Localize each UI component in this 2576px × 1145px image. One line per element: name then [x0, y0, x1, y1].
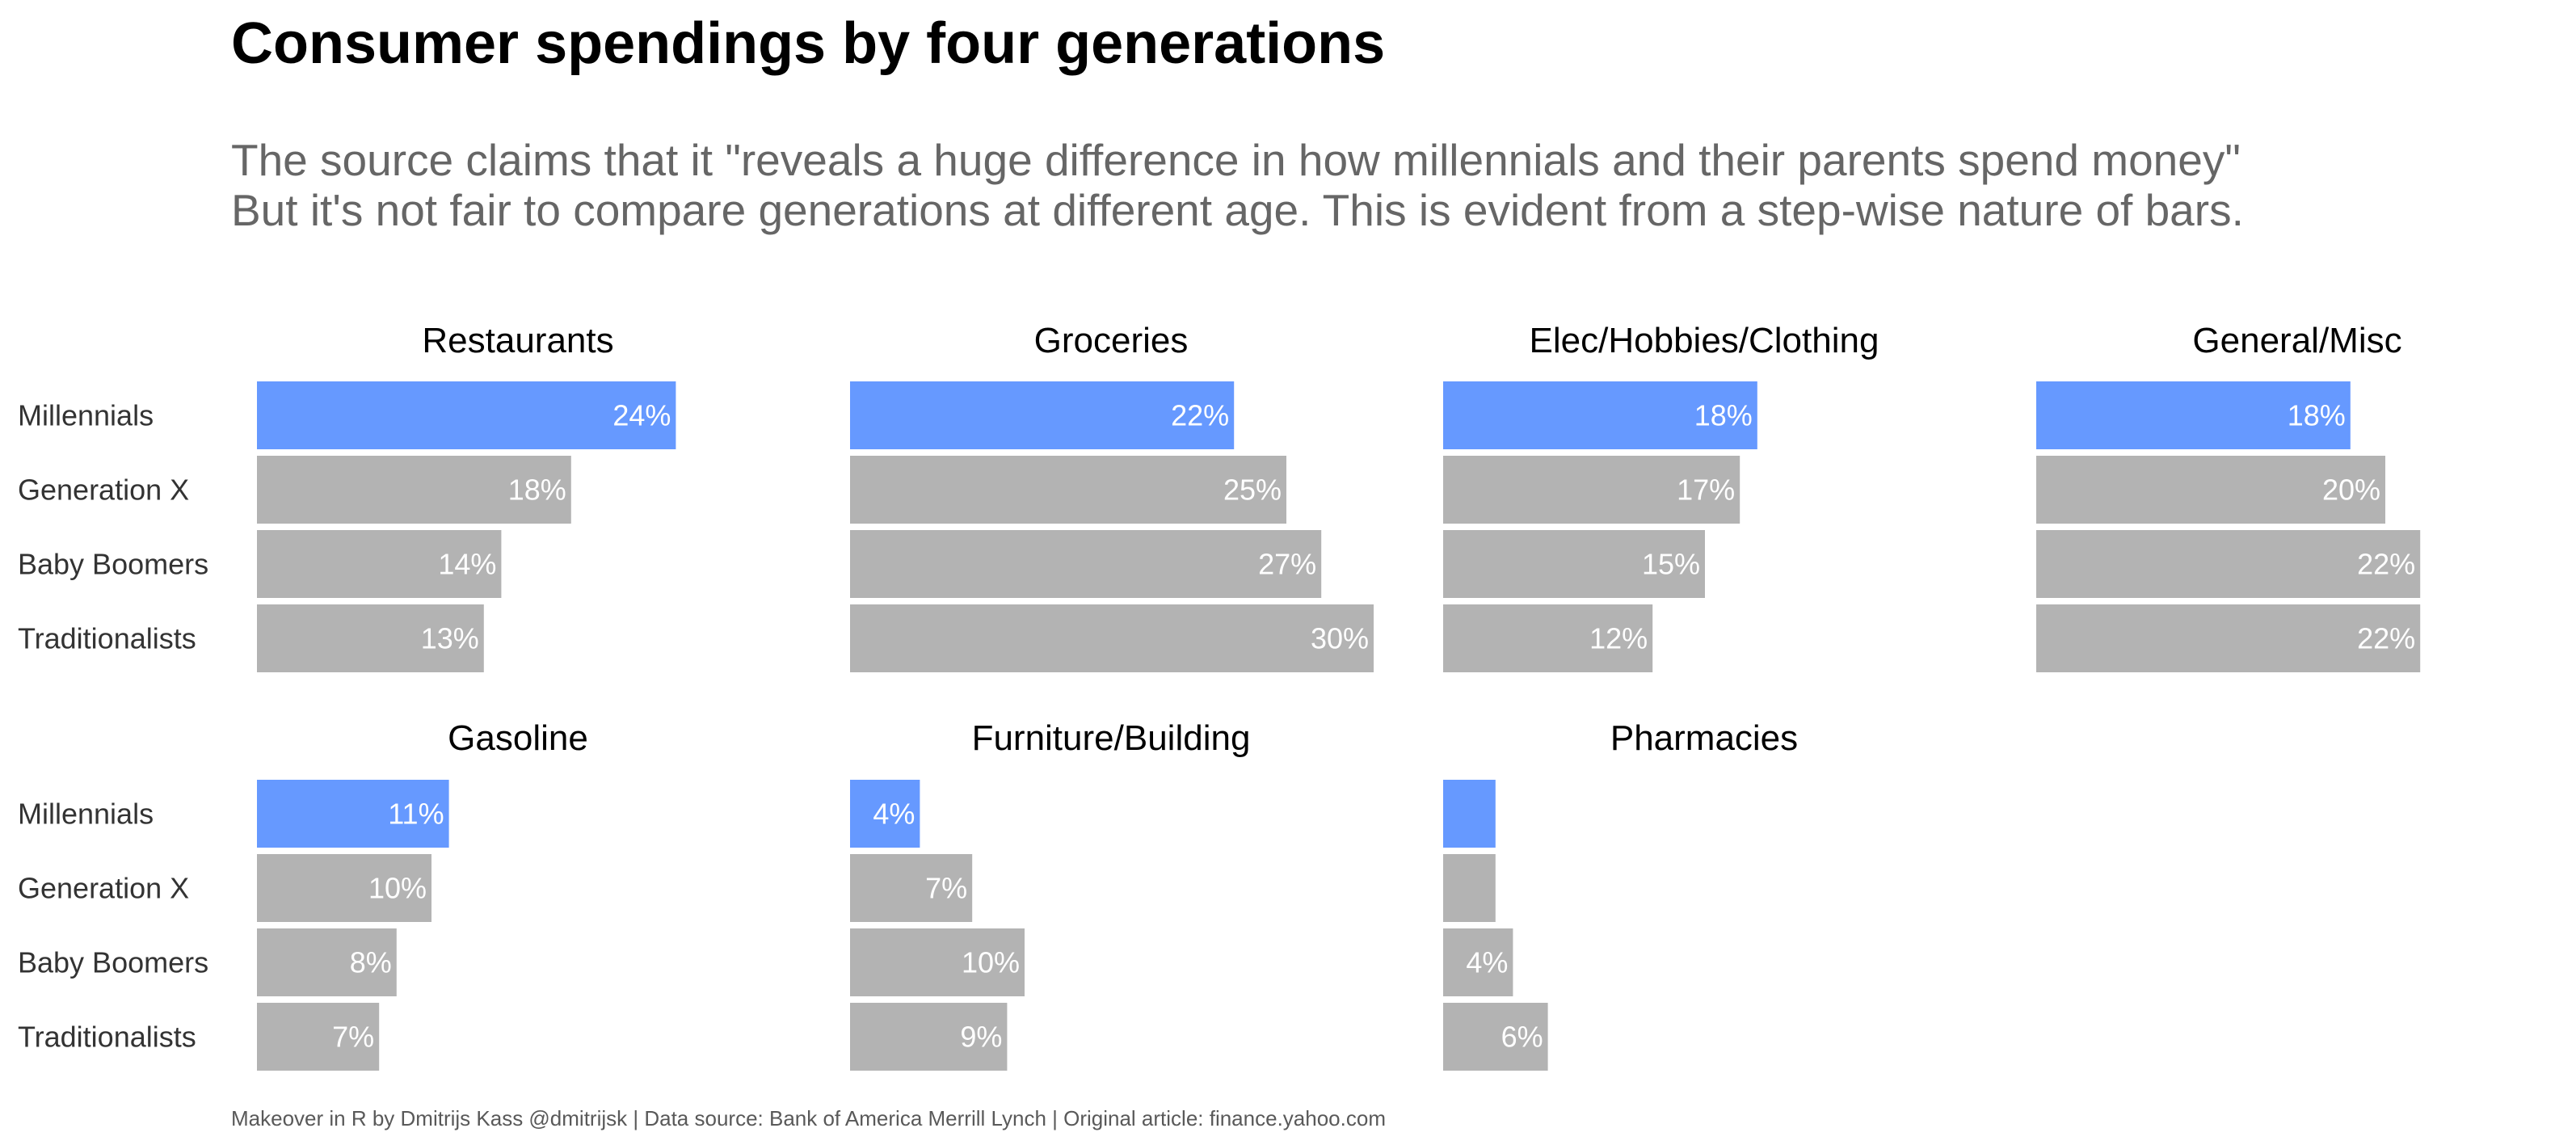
- bar-label-pharmacies-baby-boomers: 4%: [1466, 946, 1508, 979]
- chart-title: Consumer spendings by four generations: [231, 11, 1386, 76]
- bar-furniture-building-generation-x: [850, 854, 973, 922]
- bar-gasoline-baby-boomers: [257, 928, 397, 996]
- bar-label-restaurants-baby-boomers: 14%: [438, 548, 496, 581]
- bar-label-restaurants-traditionalists: 13%: [421, 622, 479, 655]
- row-label-millennials-facet-row-2: Millennials: [18, 798, 154, 831]
- bar-furniture-building-traditionalists: [850, 1003, 1008, 1071]
- bar-label-groceries-traditionalists: 30%: [1311, 622, 1369, 655]
- bar-restaurants-generation-x: [257, 456, 571, 524]
- bar-label-furniture-building-millennials: 4%: [873, 798, 915, 831]
- bar-restaurants-millennials: [257, 381, 676, 449]
- panel-title-general-misc: General/Misc: [2192, 321, 2401, 360]
- bar-pharmacies-baby-boomers: [1443, 928, 1513, 996]
- bar-elec-hobbies-clothing-traditionalists: [1443, 604, 1653, 672]
- bar-pharmacies-millennials: [1443, 780, 1496, 848]
- chart-caption: Makeover in R by Dmitrijs Kass @dmitrijs…: [231, 1106, 1386, 1130]
- bar-label-general-misc-traditionalists: 22%: [2357, 622, 2415, 655]
- bar-label-restaurants-generation-x: 18%: [508, 474, 566, 507]
- bar-label-elec-hobbies-clothing-millennials: 18%: [1694, 399, 1753, 432]
- bar-label-general-misc-millennials: 18%: [2288, 399, 2346, 432]
- bar-groceries-millennials: [850, 381, 1235, 449]
- panel-title-groceries: Groceries: [1034, 321, 1189, 360]
- bar-label-groceries-millennials: 22%: [1171, 399, 1229, 432]
- bar-label-furniture-building-baby-boomers: 10%: [962, 946, 1020, 979]
- bar-label-gasoline-millennials: 11%: [388, 798, 444, 831]
- bar-elec-hobbies-clothing-generation-x: [1443, 456, 1740, 524]
- bar-label-general-misc-baby-boomers: 22%: [2357, 548, 2415, 581]
- bar-restaurants-baby-boomers: [257, 530, 502, 598]
- bar-gasoline-generation-x: [257, 854, 431, 922]
- bar-furniture-building-baby-boomers: [850, 928, 1025, 996]
- bar-label-groceries-baby-boomers: 27%: [1258, 548, 1316, 581]
- bar-general-misc-millennials: [2036, 381, 2351, 449]
- bar-elec-hobbies-clothing-millennials: [1443, 381, 1757, 449]
- bar-label-pharmacies-traditionalists: 6%: [1501, 1021, 1543, 1054]
- bar-label-gasoline-baby-boomers: 8%: [350, 946, 392, 979]
- bar-groceries-generation-x: [850, 456, 1286, 524]
- panel-title-furniture-building: Furniture/Building: [972, 718, 1251, 758]
- bar-label-elec-hobbies-clothing-traditionalists: 12%: [1589, 622, 1648, 655]
- bar-general-misc-baby-boomers: [2036, 530, 2421, 598]
- bar-gasoline-traditionalists: [257, 1003, 380, 1071]
- bar-general-misc-traditionalists: [2036, 604, 2421, 672]
- bar-label-furniture-building-generation-x: 7%: [925, 872, 967, 905]
- bar-general-misc-generation-x: [2036, 456, 2385, 524]
- row-label-generation-x-facet-row-1: Generation X: [18, 474, 189, 507]
- row-label-millennials-facet-row-1: Millennials: [18, 399, 154, 432]
- row-label-generation-x-facet-row-2: Generation X: [18, 872, 189, 905]
- bar-label-general-misc-generation-x: 20%: [2322, 474, 2380, 507]
- bar-label-gasoline-traditionalists: 7%: [332, 1021, 374, 1054]
- bar-pharmacies-traditionalists: [1443, 1003, 1548, 1071]
- faceted-bar-chart: Millennials Generation X Baby Boomers Tradi…: [18, 321, 2421, 1071]
- chart-subtitle-line-1: The source claims that it "reveals a hug…: [231, 135, 2241, 185]
- bar-label-restaurants-millennials: 24%: [612, 399, 671, 432]
- row-label-baby-boomers-facet-row-1: Baby Boomers: [18, 548, 208, 581]
- panel-title-gasoline: Gasoline: [448, 718, 588, 758]
- bar-groceries-baby-boomers: [850, 530, 1322, 598]
- bar-groceries-traditionalists: [850, 604, 1374, 672]
- bar-restaurants-traditionalists: [257, 604, 484, 672]
- panel-title-elec-hobbies-clothing: Elec/Hobbies/Clothing: [1530, 321, 1879, 360]
- panel-title-restaurants: Restaurants: [422, 321, 613, 360]
- row-label-traditionalists-facet-row-1: Traditionalists: [18, 622, 196, 655]
- bar-label-elec-hobbies-clothing-generation-x: 17%: [1677, 474, 1735, 507]
- bar-elec-hobbies-clothing-baby-boomers: [1443, 530, 1705, 598]
- bar-label-furniture-building-traditionalists: 9%: [960, 1021, 1002, 1054]
- chart-subtitle-line-2: But it's not fair to compare generations…: [231, 185, 2244, 235]
- panel-title-pharmacies: Pharmacies: [1610, 718, 1798, 758]
- bar-pharmacies-generation-x: [1443, 854, 1496, 922]
- bar-furniture-building-millennials: [850, 780, 920, 848]
- row-label-traditionalists-facet-row-2: Traditionalists: [18, 1021, 196, 1054]
- bar-label-gasoline-generation-x: 10%: [368, 872, 427, 905]
- row-label-baby-boomers-facet-row-2: Baby Boomers: [18, 946, 208, 979]
- bar-label-groceries-generation-x: 25%: [1223, 474, 1282, 507]
- bar-gasoline-millennials: [257, 780, 449, 848]
- bar-label-elec-hobbies-clothing-baby-boomers: 15%: [1642, 548, 1700, 581]
